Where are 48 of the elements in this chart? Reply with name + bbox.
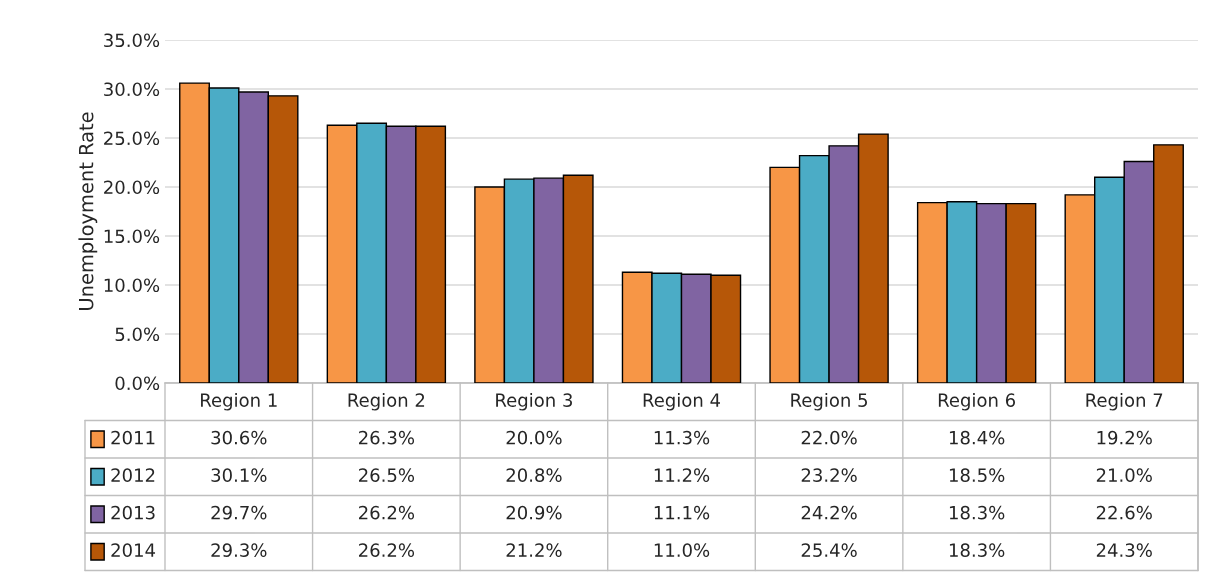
data-label: 11.2% — [654, 468, 710, 482]
y-tick-label: 20.0% — [104, 180, 160, 195]
y-tick-label: 10.0% — [104, 278, 160, 293]
x-tick-label: Region 1 — [201, 393, 277, 411]
x-tick-label: Region 4 — [643, 393, 720, 411]
data-label: 26.2% — [359, 543, 415, 557]
legend-label: 2011 — [111, 430, 155, 445]
data-label: 11.1% — [654, 505, 710, 520]
data-label: 30.1% — [211, 468, 267, 482]
y-axis-title: Unemployment Rate — [78, 112, 98, 310]
data-label: 26.3% — [359, 430, 415, 445]
data-label: 20.8% — [506, 468, 562, 482]
legend-label: 2013 — [111, 505, 155, 520]
y-tick-label: 25.0% — [104, 131, 160, 146]
data-label: 26.5% — [359, 468, 415, 482]
data-label: 11.0% — [654, 543, 710, 557]
data-label: 26.2% — [359, 505, 415, 520]
y-tick-label: 30.0% — [104, 82, 160, 97]
data-label: 29.7% — [211, 505, 267, 520]
y-tick-label: 5.0% — [115, 327, 160, 342]
data-label: 25.4% — [801, 543, 857, 557]
data-label: 21.0% — [1096, 468, 1152, 482]
y-tick-label: 15.0% — [104, 229, 160, 244]
x-tick-label: Region 6 — [938, 393, 1016, 411]
data-label: 22.6% — [1096, 505, 1152, 520]
data-label: 20.9% — [506, 505, 562, 520]
data-label: 30.6% — [211, 430, 267, 445]
x-tick-label: Region 3 — [496, 393, 572, 411]
data-label: 19.2% — [1097, 430, 1152, 445]
x-tick-label: Region 7 — [1086, 393, 1163, 411]
data-label: 22.0% — [801, 430, 857, 445]
data-label: 18.5% — [949, 468, 1005, 482]
data-label: 23.2% — [801, 468, 857, 482]
data-label: 21.2% — [506, 543, 562, 557]
data-label: 20.0% — [506, 430, 562, 445]
data-label: 29.3% — [211, 543, 267, 557]
y-tick-label: 35.0% — [104, 33, 160, 48]
legend-label: 2014 — [111, 543, 156, 557]
data-label: 18.4% — [949, 430, 1005, 445]
x-tick-label: Region 2 — [348, 393, 425, 411]
data-label: 24.3% — [1096, 543, 1152, 557]
legend-label: 2012 — [111, 468, 155, 482]
x-tick-label: Region 5 — [791, 393, 868, 411]
y-tick-label: 0.0% — [115, 376, 160, 391]
data-label: 11.3% — [654, 430, 710, 445]
data-label: 18.3% — [949, 543, 1005, 557]
data-label: 24.2% — [801, 505, 857, 520]
data-label: 18.3% — [949, 505, 1005, 520]
